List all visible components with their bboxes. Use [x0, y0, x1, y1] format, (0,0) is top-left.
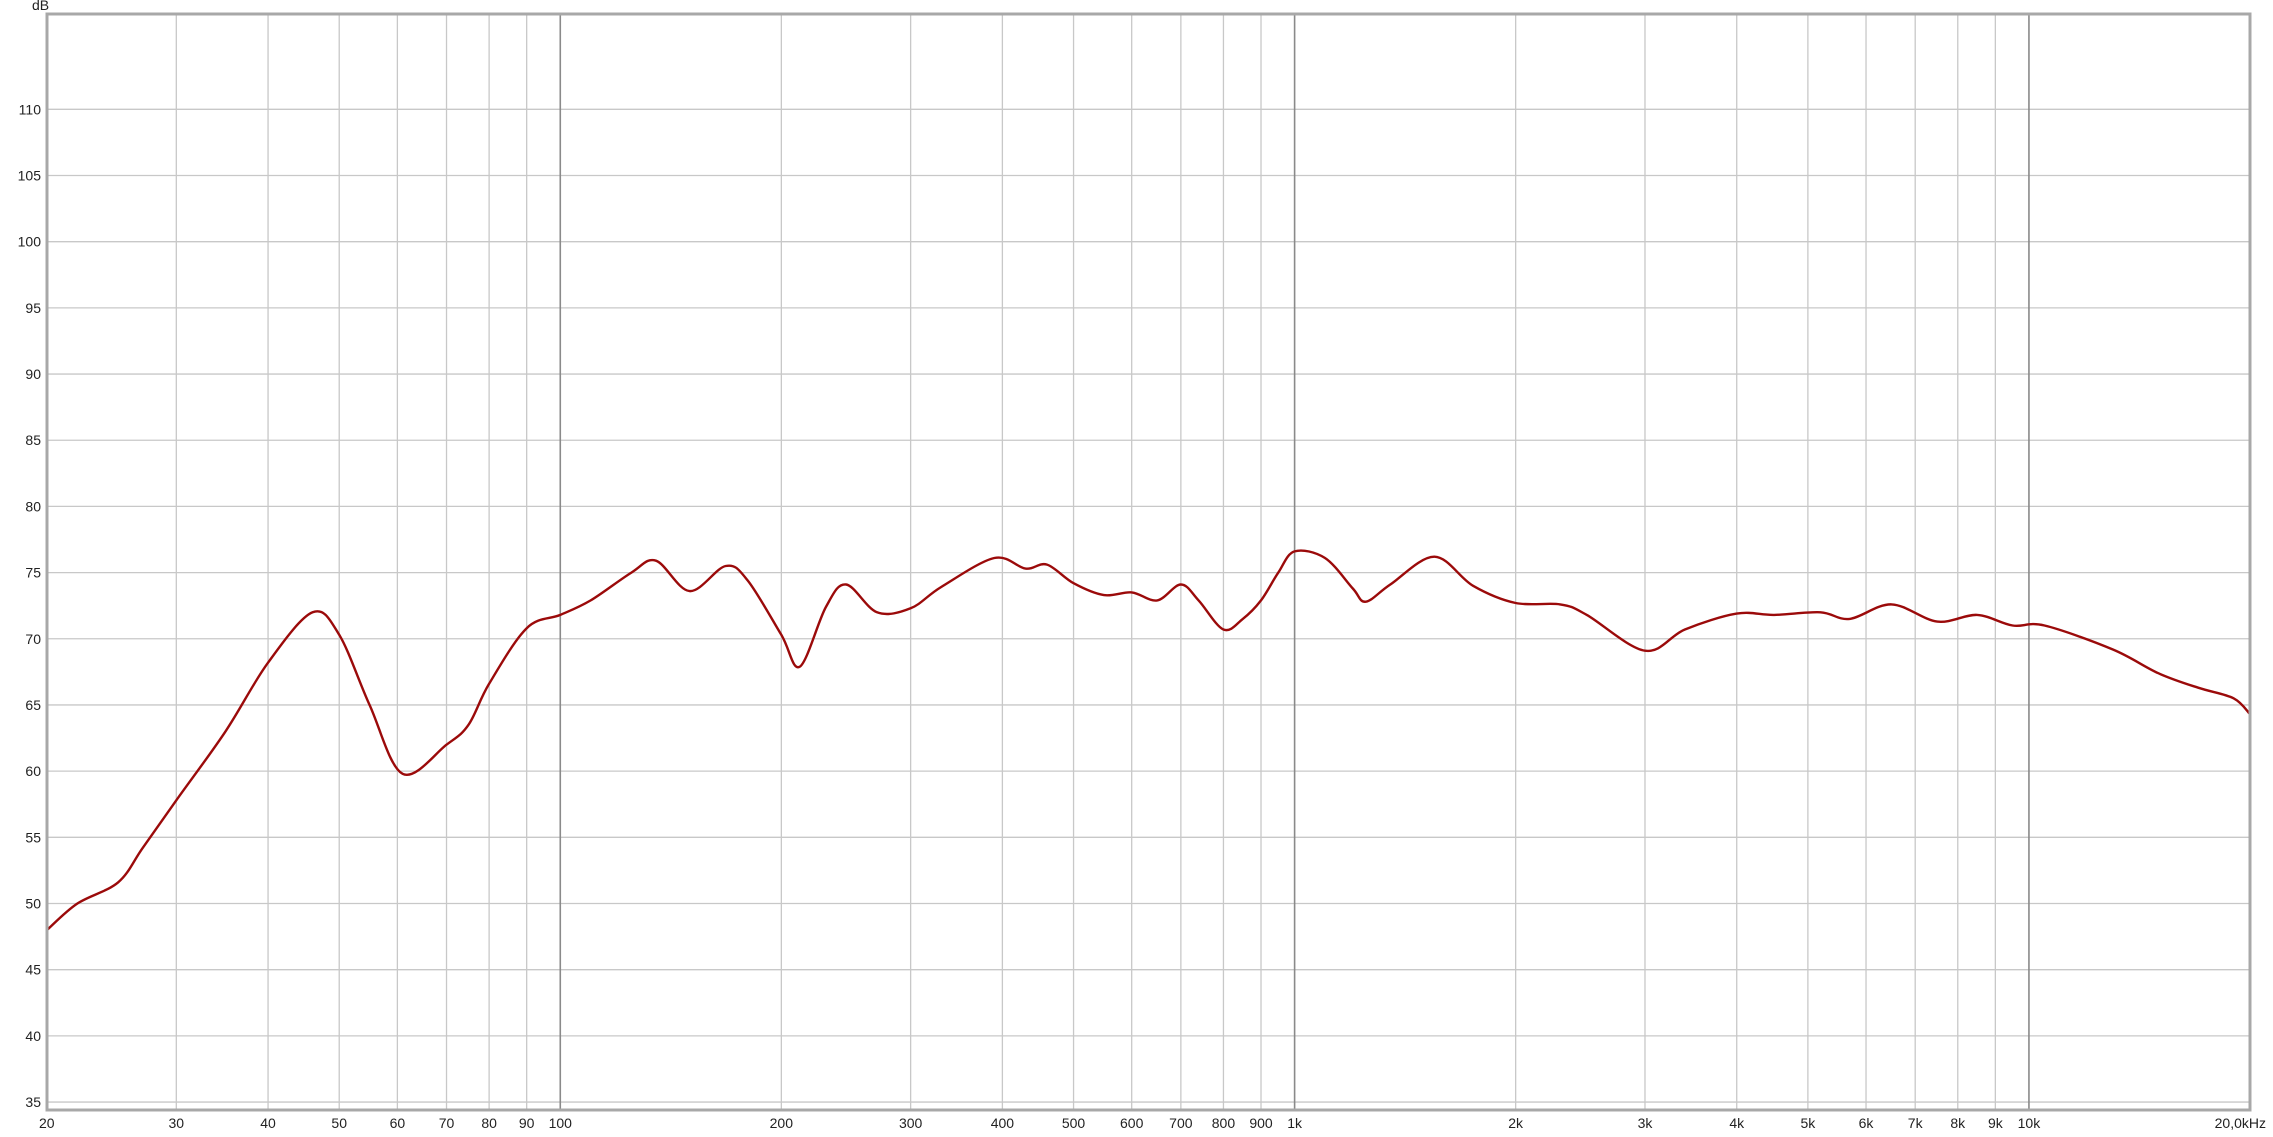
y-tick-label: 75	[25, 565, 41, 581]
y-tick-label: 55	[25, 829, 41, 845]
x-tick-label: 5k	[1800, 1115, 1816, 1131]
x-tick-label: 20	[39, 1115, 55, 1131]
x-tick-label: 90	[519, 1115, 535, 1131]
y-tick-label: 70	[25, 631, 41, 647]
x-tick-label: 700	[1169, 1115, 1193, 1131]
grid	[47, 14, 2250, 1110]
x-tick-label: 7k	[1908, 1115, 1924, 1131]
y-tick-label: 90	[25, 366, 41, 382]
y-tick-label: 85	[25, 432, 41, 448]
x-tick-label: 200	[770, 1115, 794, 1131]
y-tick-label: 105	[18, 167, 42, 183]
x-tick-label: 800	[1212, 1115, 1236, 1131]
y-tick-label: 95	[25, 300, 41, 316]
x-tick-label: 50	[331, 1115, 347, 1131]
y-tick-label: 35	[25, 1094, 41, 1110]
y-tick-label: 40	[25, 1028, 41, 1044]
x-tick-label: 1k	[1287, 1115, 1303, 1131]
series-line	[46, 549, 2251, 931]
x-tick-label: 100	[549, 1115, 573, 1131]
y-tick-label: 45	[25, 962, 41, 978]
y-tick-label: 65	[25, 697, 41, 713]
x-tick-label: 4k	[1729, 1115, 1745, 1131]
x-tick-label: 3k	[1638, 1115, 1654, 1131]
plot-frame	[45, 12, 2252, 1112]
x-tick-label: 600	[1120, 1115, 1144, 1131]
tick-labels: 35 40 45 50 55 60 65 70 75 80 85 90 95 100 105 110 20 30 4…	[18, 101, 2266, 1131]
x-tick-label: 70	[439, 1115, 455, 1131]
x-tick-label: 20,0kHz	[2215, 1115, 2266, 1131]
y-tick-label: 50	[25, 896, 41, 912]
y-tick-label: 110	[19, 101, 42, 117]
x-tick-label: 10k	[2018, 1115, 2042, 1131]
x-tick-label: 9k	[1988, 1115, 2004, 1131]
x-tick-label: 500	[1062, 1115, 1086, 1131]
x-tick-label: 30	[169, 1115, 185, 1131]
y-tick-label: 100	[18, 234, 42, 250]
x-tick-label: 8k	[1950, 1115, 1966, 1131]
x-tick-label: 300	[899, 1115, 923, 1131]
x-tick-label: 6k	[1859, 1115, 1875, 1131]
x-tick-label: 900	[1249, 1115, 1273, 1131]
y-axis-label: dB	[32, 0, 49, 13]
x-tick-label: 40	[260, 1115, 276, 1131]
x-tick-label: 60	[390, 1115, 406, 1131]
x-tick-label: 400	[991, 1115, 1015, 1131]
y-tick-label: 60	[25, 763, 41, 779]
x-tick-label: 2k	[1508, 1115, 1524, 1131]
y-tick-label: 80	[25, 498, 41, 514]
x-tick-label: 80	[481, 1115, 497, 1131]
